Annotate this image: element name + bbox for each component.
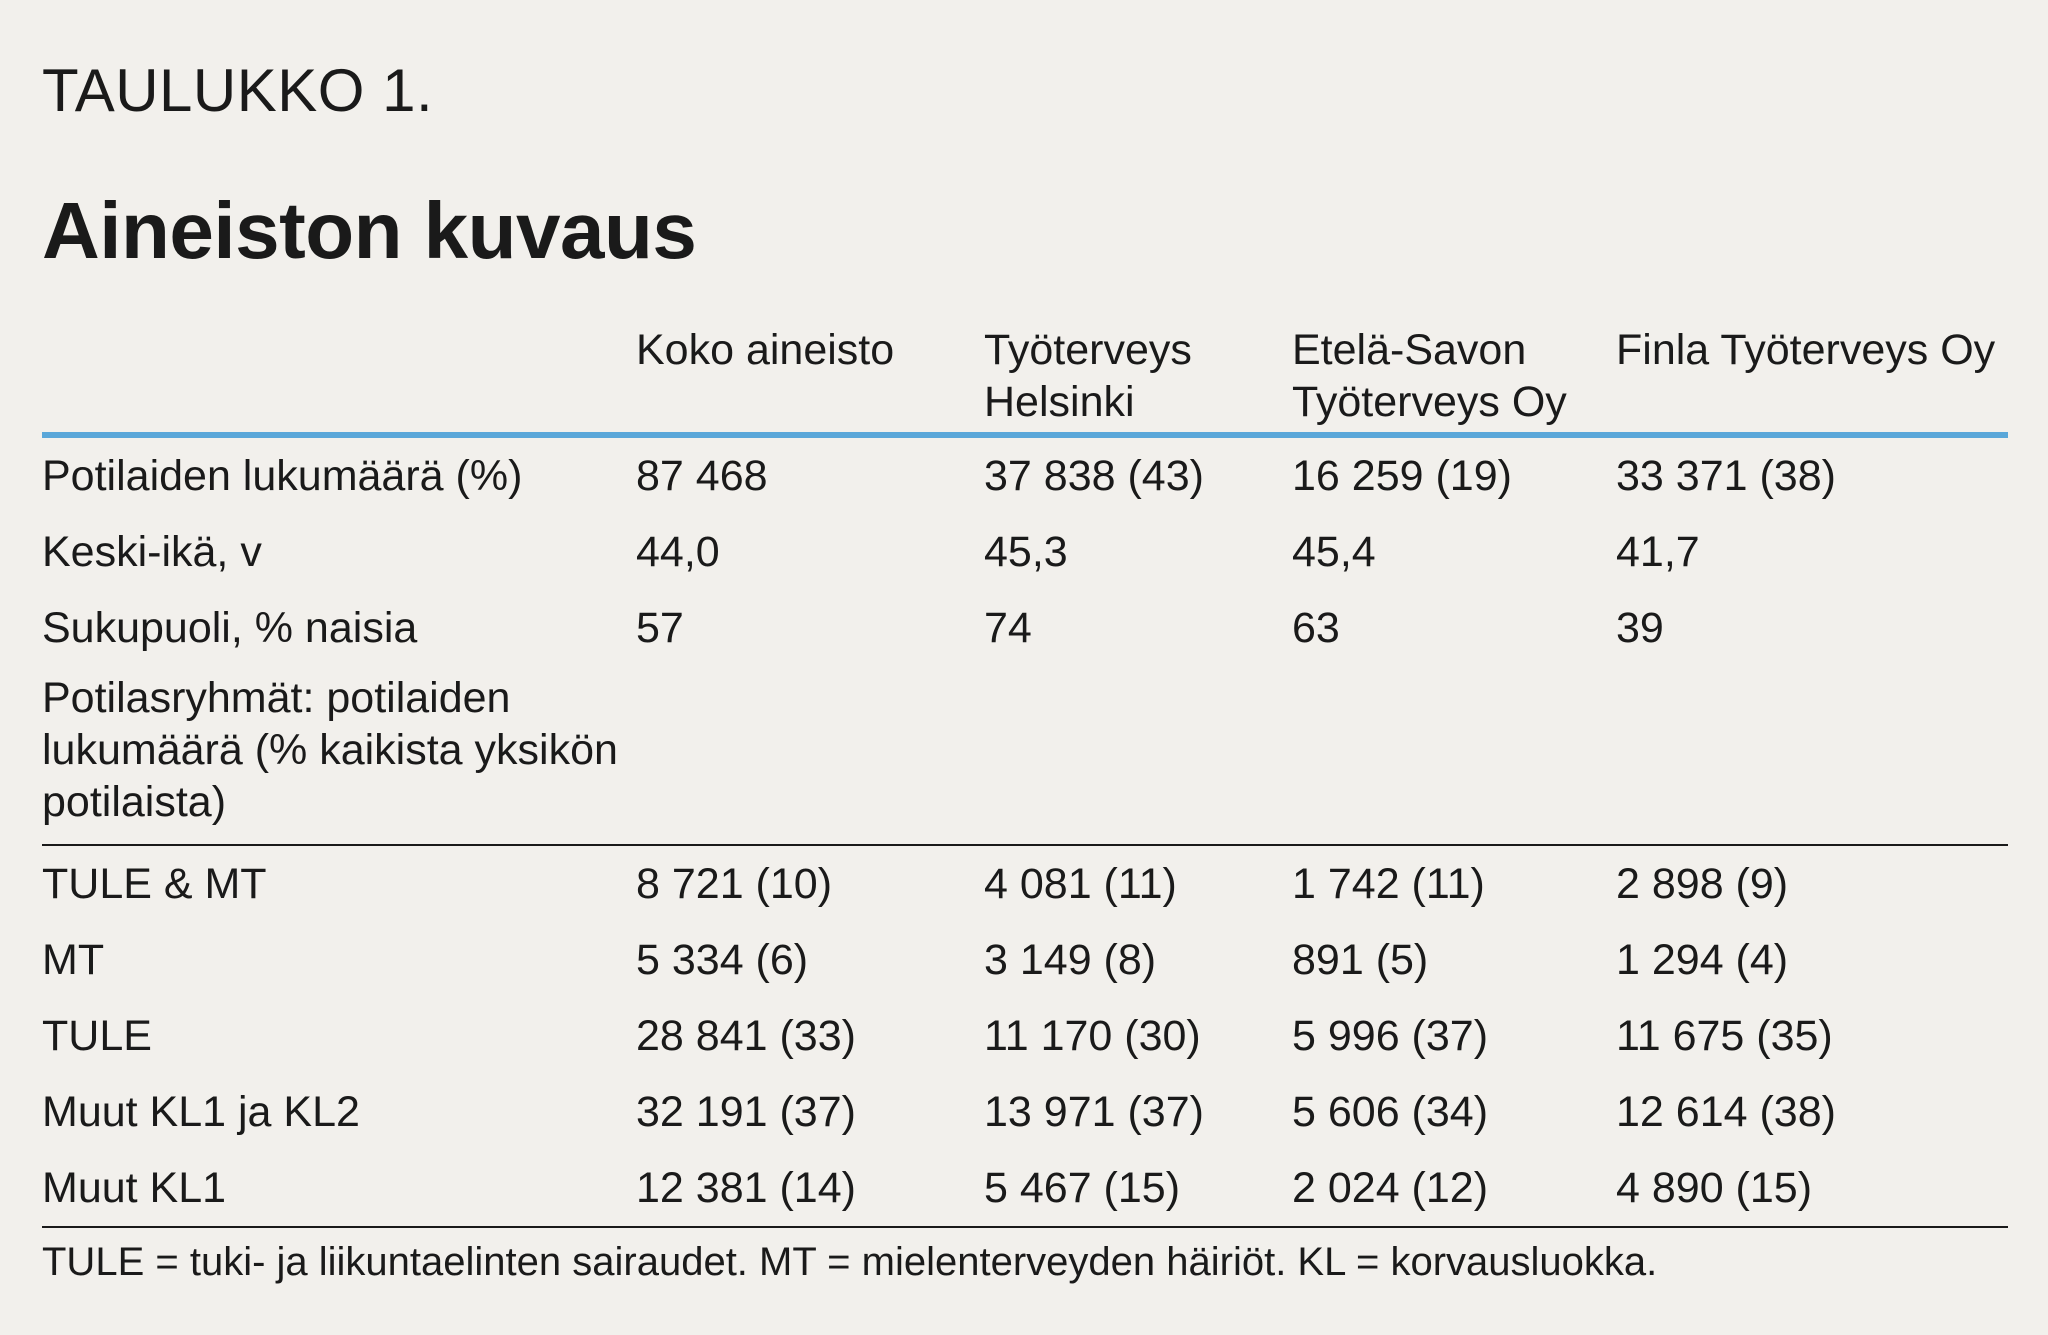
table-row: MT 5 334 (6) 3 149 (8) 891 (5) 1 294 (4) <box>42 922 2008 998</box>
table-cell: 5 996 (37) <box>1292 1012 1489 1060</box>
header-cell-tyoterveys-helsinki: Työterveys Helsinki <box>984 326 1192 426</box>
table-cell: 1 742 (11) <box>1292 860 1485 908</box>
row-label: MT <box>42 936 105 984</box>
table-cell: 8 721 (10) <box>636 860 833 908</box>
table-cell: 891 (5) <box>1292 936 1429 984</box>
table-cell: 12 381 (14) <box>636 1164 856 1212</box>
table-cell: 11 675 (35) <box>1616 1012 1833 1060</box>
table-cell: 5 467 (15) <box>984 1164 1181 1212</box>
table-cell: 45,4 <box>1292 528 1376 576</box>
row-label: Keski-ikä, v <box>42 528 262 576</box>
table-header-row: Koko aineisto Työterveys Helsinki Etelä-… <box>42 320 2008 438</box>
row-label: Potilaiden lukumäärä (%) <box>42 452 523 500</box>
row-label: Muut KL1 ja KL2 <box>42 1088 360 1136</box>
table-row: Potilaiden lukumäärä (%) 87 468 37 838 (… <box>42 438 2008 514</box>
table-cell: 74 <box>984 604 1032 652</box>
row-label: TULE <box>42 1012 152 1060</box>
table-cell: 33 371 (38) <box>1616 452 1836 500</box>
table-row: Muut KL1 12 381 (14) 5 467 (15) 2 024 (1… <box>42 1150 2008 1228</box>
data-table: Koko aineisto Työterveys Helsinki Etelä-… <box>42 320 2008 1228</box>
header-cell-empty <box>42 320 636 432</box>
header-cell-finla: Finla Työterveys Oy <box>1616 326 1996 374</box>
table-title: Aineiston kuvaus <box>42 186 697 275</box>
table-cell: 57 <box>636 604 684 652</box>
group-heading-row: Potilasryhmät: potilaiden lukumäärä (% k… <box>42 666 2008 846</box>
table-cell: 28 841 (33) <box>636 1012 856 1060</box>
table-row: Muut KL1 ja KL2 32 191 (37) 13 971 (37) … <box>42 1074 2008 1150</box>
table-cell: 32 191 (37) <box>636 1088 856 1136</box>
table-cell: 39 <box>1616 604 1664 652</box>
table-cell: 12 614 (38) <box>1616 1088 1836 1136</box>
table-cell: 63 <box>1292 604 1340 652</box>
table-cell: 4 890 (15) <box>1616 1164 1813 1212</box>
table-row: TULE 28 841 (33) 11 170 (30) 5 996 (37) … <box>42 998 2008 1074</box>
table-cell: 3 149 (8) <box>984 936 1157 984</box>
table-cell: 37 838 (43) <box>984 452 1204 500</box>
table-cell: 16 259 (19) <box>1292 452 1512 500</box>
table-cell: 5 606 (34) <box>1292 1088 1489 1136</box>
table-label: TAULUKKO 1. <box>42 57 434 124</box>
table-cell: 13 971 (37) <box>984 1088 1204 1136</box>
table-cell: 2 898 (9) <box>1616 860 1789 908</box>
table-cell: 2 024 (12) <box>1292 1164 1489 1212</box>
header-cell-etela-savon: Etelä-Savon Työterveys Oy <box>1292 326 1567 426</box>
table-footnote: TULE = tuki- ja liikuntaelinten sairaude… <box>42 1240 1658 1284</box>
table-row: Keski-ikä, v 44,0 45,3 45,4 41,7 <box>42 514 2008 590</box>
table-cell: 87 468 <box>636 452 768 500</box>
table-cell: 41,7 <box>1616 528 1700 576</box>
table-cell: 5 334 (6) <box>636 936 809 984</box>
row-label: Muut KL1 <box>42 1164 227 1212</box>
table-cell: 11 170 (30) <box>984 1012 1201 1060</box>
group-heading: Potilasryhmät: potilaiden lukumäärä (% k… <box>42 674 618 826</box>
table-cell: 1 294 (4) <box>1616 936 1789 984</box>
row-label: TULE & MT <box>42 860 267 908</box>
table-cell: 4 081 (11) <box>984 860 1177 908</box>
row-label: Sukupuoli, % naisia <box>42 604 418 652</box>
header-cell-koko-aineisto: Koko aineisto <box>636 326 895 374</box>
table-cell: 44,0 <box>636 528 720 576</box>
table-row: TULE & MT 8 721 (10) 4 081 (11) 1 742 (1… <box>42 846 2008 922</box>
table-row: Sukupuoli, % naisia 57 74 63 39 <box>42 590 2008 666</box>
table-cell: 45,3 <box>984 528 1068 576</box>
